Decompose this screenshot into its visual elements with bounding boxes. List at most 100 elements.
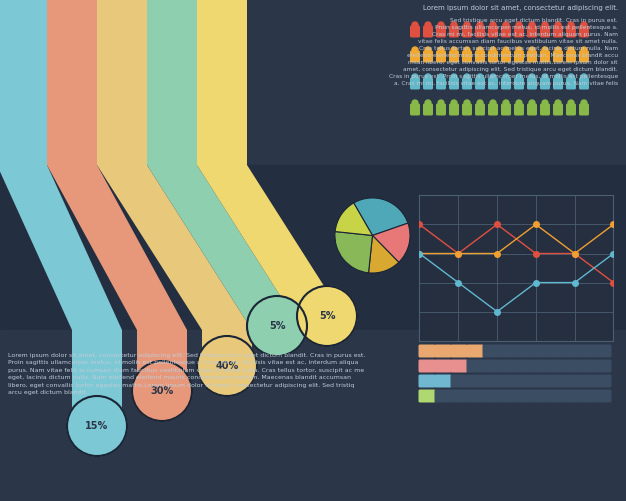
Text: 40%: 40% xyxy=(215,361,239,371)
Circle shape xyxy=(412,22,418,28)
Wedge shape xyxy=(335,203,372,235)
FancyBboxPatch shape xyxy=(514,104,524,116)
Text: 30%: 30% xyxy=(150,386,173,396)
FancyBboxPatch shape xyxy=(410,104,420,116)
FancyBboxPatch shape xyxy=(514,26,524,38)
FancyBboxPatch shape xyxy=(578,389,595,402)
Circle shape xyxy=(529,74,535,80)
Polygon shape xyxy=(0,0,122,426)
FancyBboxPatch shape xyxy=(595,389,612,402)
FancyBboxPatch shape xyxy=(546,360,563,373)
FancyBboxPatch shape xyxy=(595,360,612,373)
Circle shape xyxy=(581,74,587,80)
Circle shape xyxy=(542,74,548,80)
Circle shape xyxy=(503,74,509,80)
Circle shape xyxy=(490,74,496,80)
FancyBboxPatch shape xyxy=(501,51,511,63)
Circle shape xyxy=(490,22,496,28)
FancyBboxPatch shape xyxy=(466,389,483,402)
Circle shape xyxy=(451,74,457,80)
FancyBboxPatch shape xyxy=(488,104,498,116)
FancyBboxPatch shape xyxy=(449,26,459,38)
Circle shape xyxy=(464,47,470,53)
Circle shape xyxy=(451,100,457,106)
FancyBboxPatch shape xyxy=(540,26,550,38)
Circle shape xyxy=(503,100,509,106)
FancyBboxPatch shape xyxy=(515,360,531,373)
Circle shape xyxy=(438,74,444,80)
FancyBboxPatch shape xyxy=(449,78,459,90)
Circle shape xyxy=(503,47,509,53)
Polygon shape xyxy=(97,0,252,366)
Circle shape xyxy=(297,286,357,346)
FancyBboxPatch shape xyxy=(527,104,537,116)
Circle shape xyxy=(477,100,483,106)
FancyBboxPatch shape xyxy=(540,51,550,63)
FancyBboxPatch shape xyxy=(530,375,548,387)
Circle shape xyxy=(555,22,561,28)
FancyBboxPatch shape xyxy=(423,51,433,63)
Circle shape xyxy=(529,22,535,28)
Circle shape xyxy=(425,47,431,53)
FancyBboxPatch shape xyxy=(436,104,446,116)
FancyBboxPatch shape xyxy=(553,104,563,116)
FancyBboxPatch shape xyxy=(449,104,459,116)
FancyBboxPatch shape xyxy=(553,51,563,63)
Bar xyxy=(0,330,626,501)
FancyBboxPatch shape xyxy=(419,360,436,373)
Bar xyxy=(0,165,626,330)
FancyBboxPatch shape xyxy=(475,78,485,90)
FancyBboxPatch shape xyxy=(423,104,433,116)
FancyBboxPatch shape xyxy=(515,375,531,387)
Circle shape xyxy=(425,22,431,28)
FancyBboxPatch shape xyxy=(475,51,485,63)
Circle shape xyxy=(412,100,418,106)
Circle shape xyxy=(477,22,483,28)
FancyBboxPatch shape xyxy=(527,26,537,38)
Circle shape xyxy=(581,22,587,28)
FancyBboxPatch shape xyxy=(451,360,468,373)
Wedge shape xyxy=(369,235,399,273)
Circle shape xyxy=(451,22,457,28)
Circle shape xyxy=(568,22,574,28)
Circle shape xyxy=(247,296,307,356)
Polygon shape xyxy=(137,391,187,416)
Circle shape xyxy=(464,22,470,28)
FancyBboxPatch shape xyxy=(410,78,420,90)
FancyBboxPatch shape xyxy=(501,78,511,90)
Circle shape xyxy=(132,361,192,421)
FancyBboxPatch shape xyxy=(514,78,524,90)
FancyBboxPatch shape xyxy=(578,345,595,358)
FancyBboxPatch shape xyxy=(462,26,472,38)
FancyBboxPatch shape xyxy=(563,345,580,358)
FancyBboxPatch shape xyxy=(579,104,589,116)
Circle shape xyxy=(412,74,418,80)
FancyBboxPatch shape xyxy=(566,104,576,116)
FancyBboxPatch shape xyxy=(579,26,589,38)
FancyBboxPatch shape xyxy=(483,389,500,402)
FancyBboxPatch shape xyxy=(434,389,451,402)
FancyBboxPatch shape xyxy=(451,389,468,402)
Circle shape xyxy=(438,22,444,28)
FancyBboxPatch shape xyxy=(419,345,436,358)
FancyBboxPatch shape xyxy=(466,345,483,358)
FancyBboxPatch shape xyxy=(466,375,483,387)
Wedge shape xyxy=(435,246,488,271)
FancyBboxPatch shape xyxy=(595,375,612,387)
Circle shape xyxy=(425,100,431,106)
FancyBboxPatch shape xyxy=(498,389,515,402)
Circle shape xyxy=(438,100,444,106)
Circle shape xyxy=(542,22,548,28)
Circle shape xyxy=(425,74,431,80)
Text: Lorem ipsum dolor sit amet, consectetur adipiscing elit. Sed tristique arcu eget: Lorem ipsum dolor sit amet, consectetur … xyxy=(8,353,366,395)
FancyBboxPatch shape xyxy=(540,78,550,90)
FancyBboxPatch shape xyxy=(451,375,468,387)
Wedge shape xyxy=(372,223,410,263)
Circle shape xyxy=(516,22,522,28)
Circle shape xyxy=(490,47,496,53)
FancyBboxPatch shape xyxy=(530,345,548,358)
Wedge shape xyxy=(453,210,493,258)
Wedge shape xyxy=(354,198,408,235)
FancyBboxPatch shape xyxy=(563,375,580,387)
FancyBboxPatch shape xyxy=(501,26,511,38)
